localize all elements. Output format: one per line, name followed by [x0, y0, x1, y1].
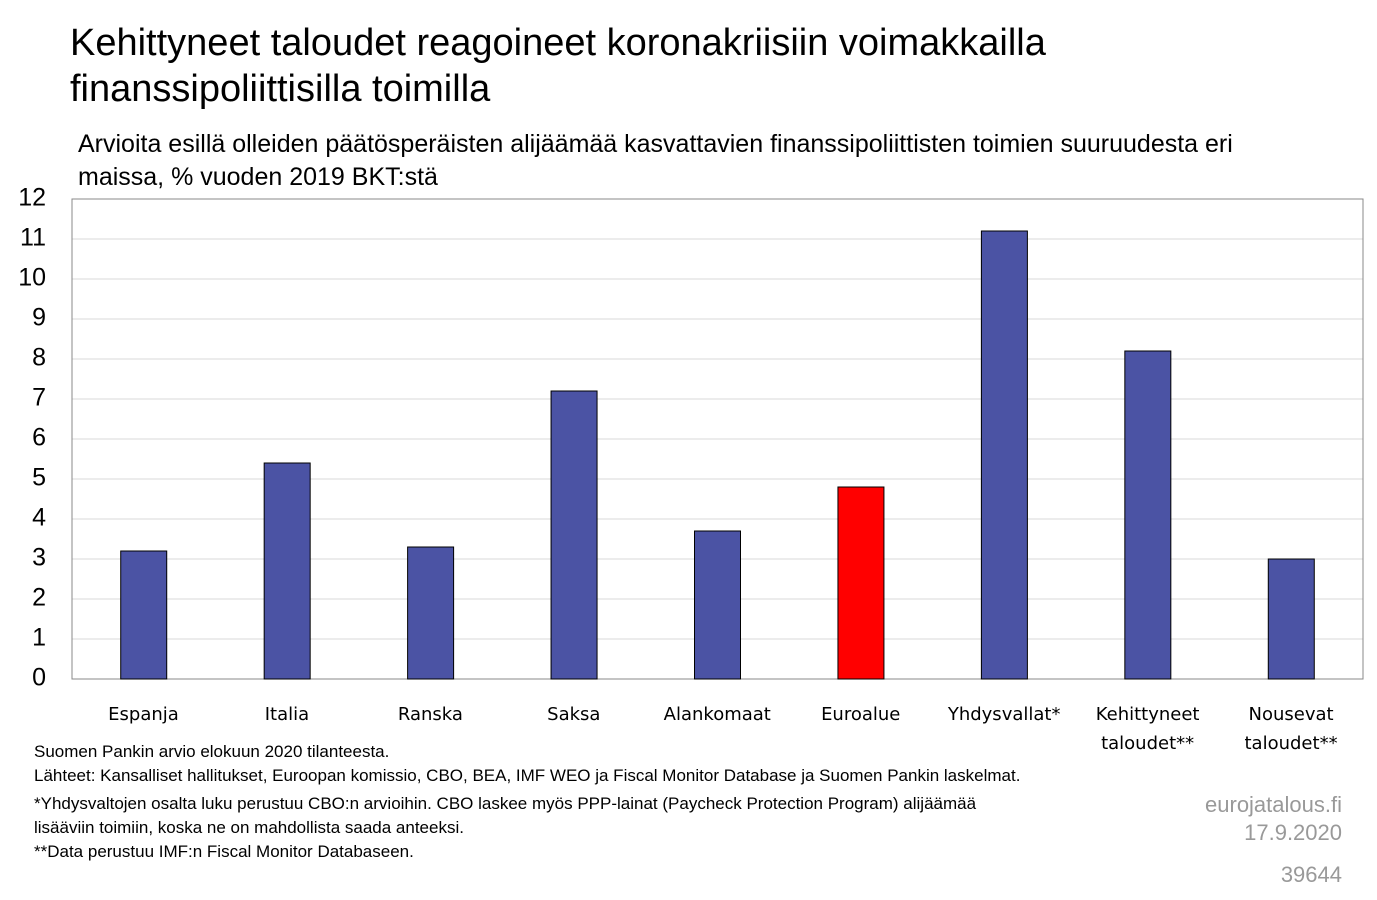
x-tick-label: Italia — [264, 704, 310, 725]
bar — [837, 486, 885, 680]
source: eurojatalous.fi — [1205, 792, 1342, 817]
bar — [407, 546, 455, 680]
y-tick-label: 3 — [32, 544, 46, 572]
x-tick-label: Nousevat taloudet** — [1244, 704, 1338, 754]
x-tick-label: Kehittyneet taloudet** — [1095, 704, 1200, 754]
chart-subtitle: Arvioita esillä olleiden päätösperäisten… — [78, 130, 1233, 191]
y-tick-label: 9 — [32, 304, 46, 332]
chart-id: 39644 — [1280, 862, 1342, 887]
note: Lähteet: Kansalliset hallitukset, Euroop… — [34, 766, 1021, 785]
y-tick-label: 5 — [32, 464, 46, 492]
bar — [263, 462, 311, 680]
bar — [120, 550, 168, 680]
note: *Yhdysvaltojen osalta luku perustuu CBO:… — [34, 794, 977, 837]
x-tick-label: Saksa — [547, 704, 601, 725]
y-tick-label: 11 — [20, 224, 46, 252]
bar — [694, 530, 741, 680]
y-tick-label: 4 — [32, 504, 46, 532]
x-tick-label: Espanja — [108, 704, 179, 725]
bar — [1124, 350, 1172, 680]
y-tick-label: 10 — [18, 264, 46, 292]
chart-title: Kehittyneet taloudet reagoineet koronakr… — [70, 22, 1046, 110]
y-tick-label: 12 — [18, 184, 46, 212]
bar — [550, 390, 598, 680]
y-tick-label: 6 — [32, 424, 46, 452]
x-tick-label: Ranska — [397, 704, 463, 725]
x-tick-label: Euroalue — [821, 704, 901, 725]
date: 17.9.2020 — [1244, 820, 1342, 845]
note: Suomen Pankin arvio elokuun 2020 tilante… — [34, 742, 390, 761]
bar — [980, 230, 1028, 680]
y-tick-label: 8 — [32, 344, 46, 372]
bar — [1267, 558, 1315, 680]
y-tick-label: 1 — [32, 624, 46, 652]
x-tick-label: Alankomaat — [663, 704, 771, 725]
x-tick-label: Yhdysvallat* — [947, 704, 1061, 725]
y-tick-label: 0 — [32, 664, 46, 692]
y-tick-label: 7 — [32, 384, 46, 412]
note: **Data perustuu IMF:n Fiscal Monitor Dat… — [34, 842, 414, 861]
y-tick-label: 2 — [32, 584, 46, 612]
